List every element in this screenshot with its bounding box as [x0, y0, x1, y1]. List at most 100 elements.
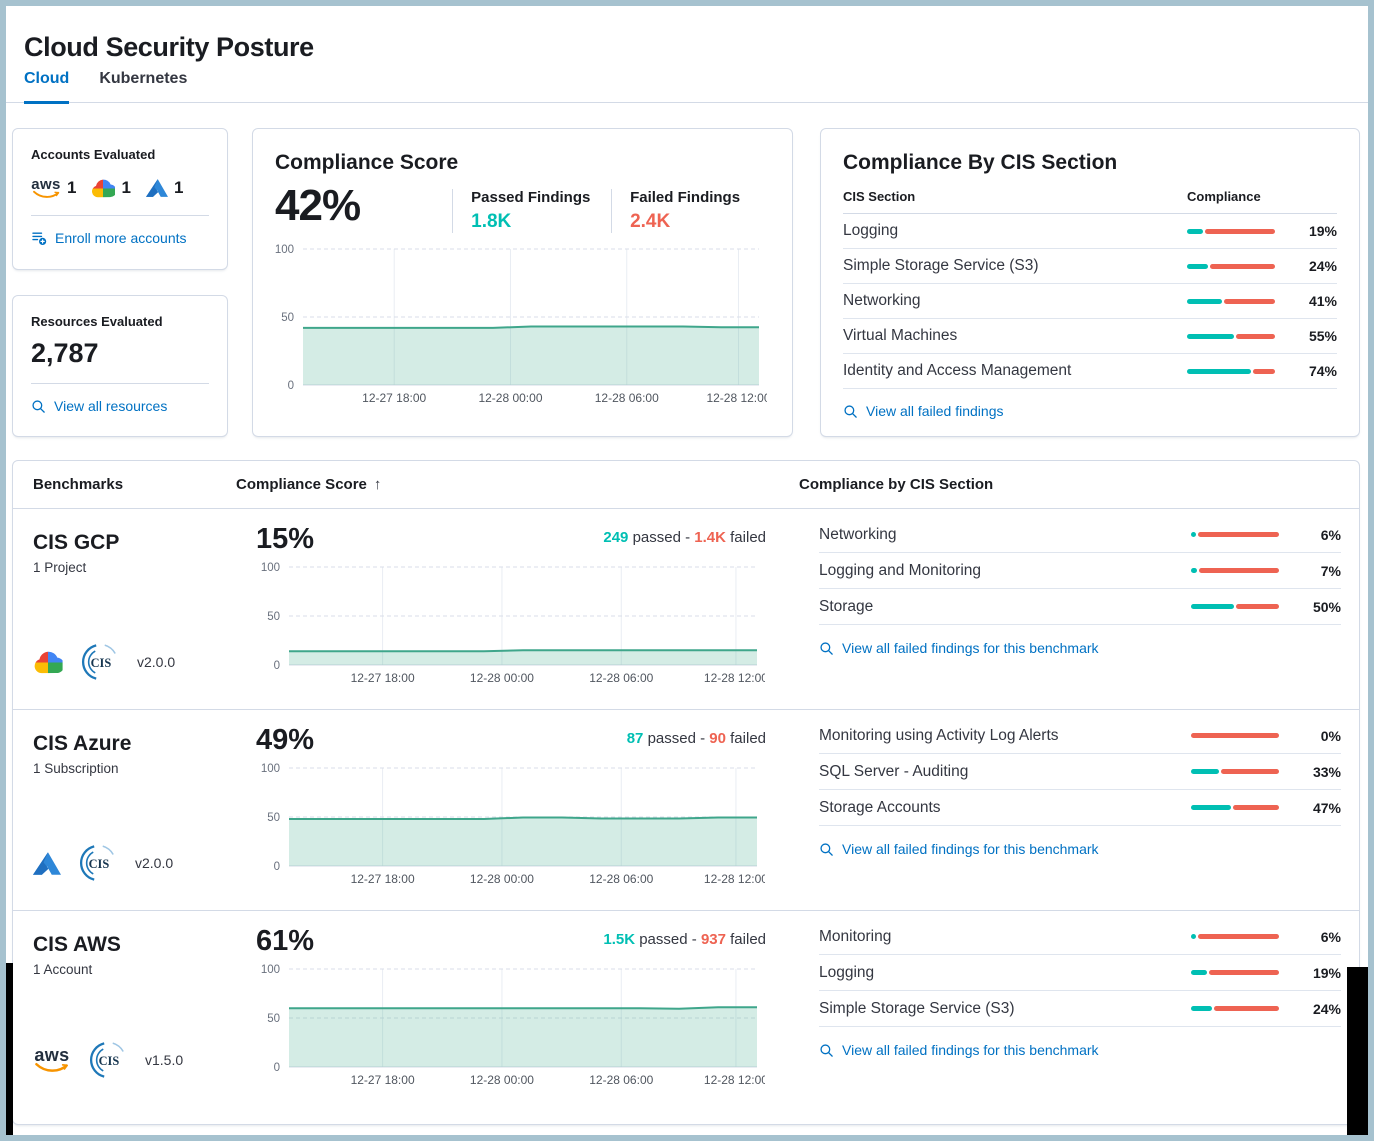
benchmark-trend-chart: 0 50 100 12-27 18:00 12-28 00:00 12-28 06:00 1…: [253, 561, 768, 696]
passed-findings-value: 1.8K: [471, 211, 512, 232]
svg-text:12-28 00:00: 12-28 00:00: [470, 1073, 534, 1087]
azure-logo-icon: [145, 179, 168, 197]
passed-findings-block: Passed Findings 1.8K: [452, 189, 591, 233]
svg-text:12-28 06:00: 12-28 06:00: [589, 671, 653, 685]
view-failed-findings-benchmark-link[interactable]: View all failed findings for this benchm…: [819, 640, 1099, 656]
column-compliance-score[interactable]: Compliance Score ↑: [236, 476, 382, 493]
benchmark-version: v2.0.0: [135, 855, 174, 871]
svg-text:CIS: CIS: [89, 857, 110, 871]
svg-text:12-28 06:00: 12-28 06:00: [589, 1073, 653, 1087]
table-row: Logging 19%: [819, 955, 1341, 991]
column-benchmarks: Benchmarks: [33, 476, 124, 493]
divider: [31, 383, 209, 384]
search-icon: [820, 641, 833, 655]
compliance-bar: [1191, 604, 1279, 609]
compliance-bar: [1191, 532, 1279, 537]
compliance-bar: [1187, 228, 1275, 234]
svg-text:CIS: CIS: [99, 1054, 120, 1068]
gcp-logo-icon: [92, 179, 116, 197]
svg-text:CIS: CIS: [91, 656, 112, 670]
benchmark-trend-chart: 0 50 100 12-27 18:00 12-28 00:00 12-28 06:00 1…: [253, 762, 768, 897]
cis-benchmark-logo: CIS: [79, 844, 117, 882]
tab-bar: Cloud Kubernetes: [24, 70, 187, 104]
benchmark-passed-failed: 1.5K passed - 937 failed: [603, 931, 766, 948]
view-all-failed-findings-link[interactable]: View all failed findings: [843, 403, 1004, 419]
cis-benchmark-logo: CIS: [81, 643, 119, 681]
accounts-evaluated-title: Accounts Evaluated: [31, 147, 156, 162]
compliance-by-cis-section-card: Compliance By CIS Section CIS Section Co…: [820, 128, 1360, 437]
compliance-score-card: Compliance Score 42% Passed Findings 1.8…: [252, 128, 793, 437]
gcp-account-count: 1: [91, 178, 131, 198]
cis-section-card-title: Compliance By CIS Section: [843, 151, 1118, 174]
search-icon: [820, 842, 833, 856]
svg-text:12-28 12:00: 12-28 12:00: [704, 671, 765, 685]
benchmark-scope: 1 Subscription: [33, 761, 119, 776]
compliance-score-title: Compliance Score: [275, 151, 459, 174]
svg-text:12-28 12:00: 12-28 12:00: [706, 391, 767, 405]
table-row: Storage 50%: [819, 589, 1341, 625]
benchmark-name: CIS GCP: [33, 531, 120, 554]
svg-text:50: 50: [267, 812, 280, 824]
enroll-more-accounts-link[interactable]: Enroll more accounts: [31, 230, 187, 246]
svg-text:100: 100: [261, 964, 280, 976]
svg-text:12-27 18:00: 12-27 18:00: [351, 872, 415, 886]
search-icon: [32, 399, 45, 413]
benchmark-passed-failed: 87 passed - 90 failed: [626, 730, 766, 747]
cis-table-header: CIS Section Compliance: [843, 189, 1337, 214]
benchmark-row-cis-azure: CIS Azure 1 Subscription CIS v2.0.0: [13, 710, 1359, 911]
table-row: Logging and Monitoring 7%: [819, 553, 1341, 589]
column-compliance-by-cis-section: Compliance by CIS Section: [799, 476, 994, 493]
benchmark-trend-chart: 0 50 100 12-27 18:00 12-28 00:00 12-28 06:00 1…: [253, 963, 768, 1098]
compliance-score-trend-chart: 0 50 100 12-27 18:00 12-28 00:00 12-28 06:00 1…: [267, 243, 771, 416]
compliance-bar: [1191, 934, 1279, 939]
view-all-resources-link[interactable]: View all resources: [31, 398, 167, 414]
azure-account-count: 1: [145, 178, 183, 198]
failed-findings-value: 2.4K: [630, 211, 671, 232]
svg-text:0: 0: [274, 660, 280, 672]
benchmark-score: 49%: [256, 724, 315, 756]
compliance-bar: [1191, 733, 1279, 738]
table-row: Logging 19%: [843, 214, 1337, 249]
table-row: Virtual Machines 55%: [843, 319, 1337, 354]
benchmark-cis-sections: Monitoring 6% Logging 19% Simple Storage…: [819, 919, 1341, 1063]
svg-text:12-27 18:00: 12-27 18:00: [351, 671, 415, 685]
benchmark-version: v2.0.0: [137, 654, 176, 670]
svg-text:100: 100: [261, 763, 280, 775]
benchmark-cis-sections: Networking 6% Logging and Monitoring 7% …: [819, 517, 1341, 661]
benchmarks-table-header: Benchmarks Compliance Score ↑ Compliance…: [13, 461, 1359, 509]
svg-text:50: 50: [267, 611, 280, 623]
benchmark-passed-failed: 249 passed - 1.4K failed: [603, 529, 766, 546]
cis-benchmark-logo: CIS: [89, 1041, 127, 1079]
table-row: Networking 41%: [843, 284, 1337, 319]
svg-text:12-28 12:00: 12-28 12:00: [704, 1073, 765, 1087]
aws-logo-icon: aws: [31, 177, 61, 198]
view-failed-findings-benchmark-link[interactable]: View all failed findings for this benchm…: [819, 841, 1099, 857]
gcp-logo-icon: [34, 651, 63, 673]
table-row: SQL Server - Auditing 33%: [819, 754, 1341, 790]
svg-text:0: 0: [274, 861, 280, 873]
accounts-evaluated-card: Accounts Evaluated aws 1: [12, 128, 228, 270]
compliance-bar: [1191, 769, 1279, 774]
table-row: Monitoring using Activity Log Alerts 0%: [819, 718, 1341, 754]
sort-ascending-icon: ↑: [373, 476, 382, 493]
svg-text:12-28 00:00: 12-28 00:00: [470, 671, 534, 685]
benchmark-cis-sections: Monitoring using Activity Log Alerts 0% …: [819, 718, 1341, 862]
svg-text:12-28 00:00: 12-28 00:00: [470, 872, 534, 886]
compliance-bar: [1187, 333, 1275, 339]
benchmark-scope: 1 Project: [33, 560, 87, 575]
svg-text:12-27 18:00: 12-27 18:00: [351, 1073, 415, 1087]
aws-account-count: aws 1: [31, 175, 77, 198]
tab-cloud[interactable]: Cloud: [24, 70, 70, 104]
svg-text:12-27 18:00: 12-27 18:00: [362, 391, 426, 405]
search-icon: [820, 1043, 833, 1057]
compliance-bar: [1191, 1006, 1279, 1011]
benchmark-version: v1.5.0: [145, 1052, 184, 1068]
tab-kubernetes[interactable]: Kubernetes: [99, 70, 188, 87]
benchmark-score: 15%: [256, 523, 315, 555]
compliance-bar: [1187, 368, 1275, 374]
benchmark-scope: 1 Account: [33, 962, 93, 977]
compliance-bar: [1187, 263, 1275, 269]
view-failed-findings-benchmark-link[interactable]: View all failed findings for this benchm…: [819, 1042, 1099, 1058]
benchmark-row-cis-gcp: CIS GCP 1 Project: [13, 509, 1359, 710]
table-row: Simple Storage Service (S3) 24%: [819, 991, 1341, 1027]
